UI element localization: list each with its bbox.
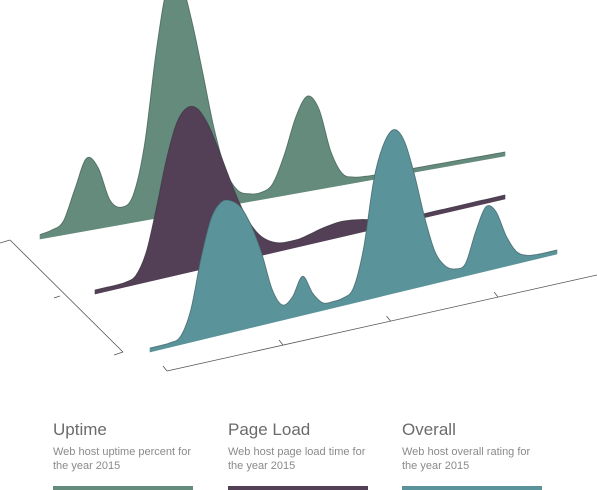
depth-axis-tick bbox=[53, 295, 61, 299]
ridge-edge-overall bbox=[149, 129, 558, 349]
legend-item-page-load: Page Load Web host page load time for th… bbox=[228, 420, 368, 490]
depth-axis-tick bbox=[113, 351, 124, 356]
ridgeline-chart bbox=[0, 0, 597, 372]
depth-axis-line bbox=[9, 239, 124, 353]
x-axis-tick bbox=[386, 315, 391, 322]
ridge-series-overall bbox=[149, 129, 558, 353]
legend-title: Page Load bbox=[228, 420, 311, 439]
legend-title: Uptime bbox=[53, 420, 107, 439]
legend-item-overall: Overall Web host overall rating for the … bbox=[402, 420, 542, 490]
depth-axis-tick bbox=[0, 239, 11, 244]
chart-legend: Uptime Web host uptime percent for the y… bbox=[0, 420, 597, 490]
ridge-edge-uptime bbox=[39, 0, 506, 236]
legend-color-bar bbox=[402, 486, 542, 490]
chart-axes bbox=[0, 239, 597, 372]
legend-description: Web host page load time for the year 201… bbox=[228, 446, 366, 472]
chart-ridges bbox=[39, 0, 558, 353]
x-axis-line bbox=[166, 274, 597, 372]
ridge-edge-page-load bbox=[94, 105, 506, 291]
legend-color-bar bbox=[53, 486, 193, 490]
x-axis-tick bbox=[162, 365, 168, 372]
legend-description: Web host overall rating for the year 201… bbox=[402, 446, 531, 472]
legend-item-uptime: Uptime Web host uptime percent for the y… bbox=[53, 420, 193, 490]
legend-description: Web host uptime percent for the year 201… bbox=[53, 446, 191, 472]
ridge-series-uptime bbox=[39, 0, 506, 240]
x-axis-tick bbox=[493, 291, 499, 298]
legend-color-bar bbox=[228, 486, 368, 490]
legend-title: Overall bbox=[402, 420, 456, 439]
ridge-series-page-load bbox=[94, 105, 506, 295]
x-axis-tick bbox=[278, 339, 284, 346]
